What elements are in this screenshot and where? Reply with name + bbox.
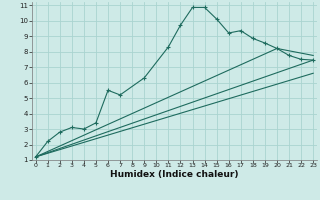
- X-axis label: Humidex (Indice chaleur): Humidex (Indice chaleur): [110, 170, 239, 179]
